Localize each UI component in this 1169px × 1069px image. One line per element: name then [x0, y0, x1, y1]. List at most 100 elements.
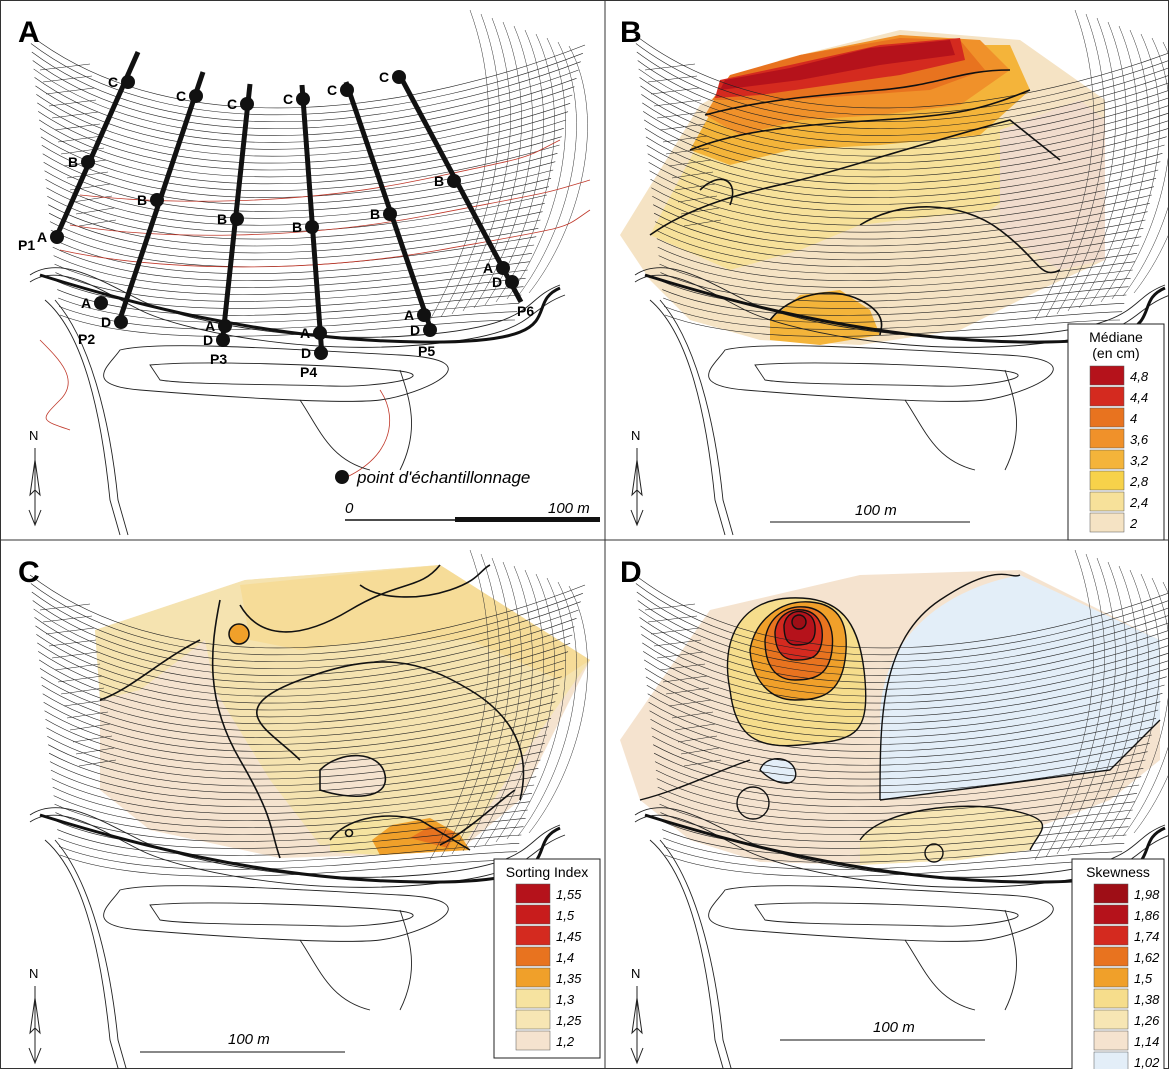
- contour-line: [646, 145, 1163, 198]
- contour-line: [38, 111, 567, 171]
- contour-line: [1133, 772, 1169, 834]
- contour-line: [440, 13, 500, 318]
- profile-label: P1: [18, 237, 35, 253]
- contour-line: [47, 735, 545, 780]
- contour-line: [58, 846, 518, 870]
- shoreline-line: [754, 902, 1019, 927]
- legend-label: 1,3: [556, 992, 575, 1007]
- shoreline-line: [904, 939, 976, 1011]
- shoreline-line: [299, 399, 371, 471]
- north-arrow-icon: [28, 448, 42, 527]
- contour-line: [654, 221, 1144, 261]
- contour-line: [451, 17, 511, 315]
- legend-swatch: [1089, 365, 1125, 386]
- shoreline-line: [149, 362, 414, 387]
- contour-line: [55, 272, 526, 302]
- legend-label: 1,98: [1134, 887, 1160, 902]
- legend-label: 1,62: [1134, 950, 1160, 965]
- contour-line: [644, 63, 696, 71]
- contour-line: [663, 837, 1125, 863]
- sample-point-label: C: [176, 88, 186, 104]
- contour-line: [54, 803, 528, 835]
- contour-line: [78, 759, 117, 767]
- shoreline-line: [44, 299, 121, 536]
- contour-line: [1089, 29, 1149, 306]
- legend-title: Médiane: [1089, 329, 1143, 345]
- sample-point-label: A: [81, 295, 91, 311]
- contour-line: [655, 769, 1142, 807]
- shoreline-line: [103, 345, 449, 402]
- contour-line: [49, 761, 539, 801]
- beach-edge: [644, 273, 1166, 344]
- shoreline-line: [649, 299, 726, 536]
- shoreline-line: [299, 939, 371, 1011]
- contour-line: [66, 711, 109, 719]
- panel-letter-b: B: [620, 16, 642, 49]
- contour-line: [48, 752, 541, 794]
- contour-line: [645, 136, 1165, 191]
- legend-label: 1,14: [1134, 1034, 1159, 1049]
- contour-line: [662, 675, 708, 683]
- legend-swatch: [515, 988, 551, 1009]
- scale-start-label: 0: [345, 500, 354, 517]
- legend-swatch: [1093, 967, 1129, 988]
- scale-bar: 0 100 m: [345, 500, 600, 522]
- contour-line: [1034, 549, 1094, 861]
- legend-label: 2,8: [1129, 474, 1149, 489]
- legend-swatch: [1093, 988, 1129, 1009]
- scale-label: 100 m: [873, 1019, 915, 1036]
- contour-line: [38, 651, 567, 711]
- contour-line: [517, 581, 577, 837]
- contour-line: [54, 663, 101, 671]
- legend-swatch: [515, 904, 551, 925]
- contour-line: [668, 699, 712, 707]
- sample-point-label: A: [483, 260, 493, 276]
- legend-label: 1,35: [556, 971, 582, 986]
- contour-line: [58, 306, 518, 330]
- legend-swatch: [515, 883, 551, 904]
- contour-line: [1089, 569, 1149, 846]
- contour-line: [69, 723, 111, 731]
- contour-line: [51, 651, 99, 659]
- contour-line: [656, 651, 704, 659]
- contour-line: [677, 195, 718, 203]
- contour-line: [683, 759, 722, 767]
- profile-label: P6: [517, 303, 534, 319]
- contour-lines: [634, 549, 1169, 877]
- scale-bar: 100 m: [140, 1031, 345, 1053]
- legend-swatch: [515, 1009, 551, 1030]
- contour-line: [72, 195, 113, 203]
- contour-line: [78, 219, 117, 227]
- contour-line: [652, 735, 1150, 780]
- shoreline-line: [44, 839, 119, 1069]
- legend-swatch: [1089, 449, 1125, 470]
- contour-line: [528, 585, 588, 834]
- sample-point-label: D: [101, 314, 111, 330]
- shoreline-line: [29, 274, 566, 348]
- contour-line: [57, 829, 522, 856]
- sample-point: [50, 230, 64, 244]
- contour-line: [653, 752, 1146, 794]
- contour-lines: [29, 9, 588, 337]
- legend-swatch: [1093, 1009, 1129, 1030]
- contour-line: [1034, 9, 1094, 321]
- sorting-fill-zones: [95, 565, 590, 858]
- shoreline-line: [904, 399, 976, 471]
- contour-line: [643, 659, 1169, 718]
- legend-label: 1,45: [556, 929, 582, 944]
- shoreline-line: [708, 885, 1054, 942]
- profile-label: P3: [210, 351, 227, 367]
- sample-point-legend-label: point d'échantillonnage: [356, 468, 530, 487]
- contour-line: [668, 159, 712, 167]
- contour-line: [473, 565, 533, 849]
- contour-line: [45, 627, 95, 635]
- panel-c: C N 100 m Sorting Index 1,55 1,5 1,45 1,4 1,3…: [18, 549, 601, 1069]
- sample-point: [230, 212, 244, 226]
- contour-line: [677, 735, 718, 743]
- sample-point: [314, 346, 328, 360]
- shoreline-line: [1004, 909, 1017, 1011]
- contour-line: [658, 795, 1135, 828]
- contour-line: [429, 549, 489, 861]
- legend-swatch: [1093, 904, 1129, 925]
